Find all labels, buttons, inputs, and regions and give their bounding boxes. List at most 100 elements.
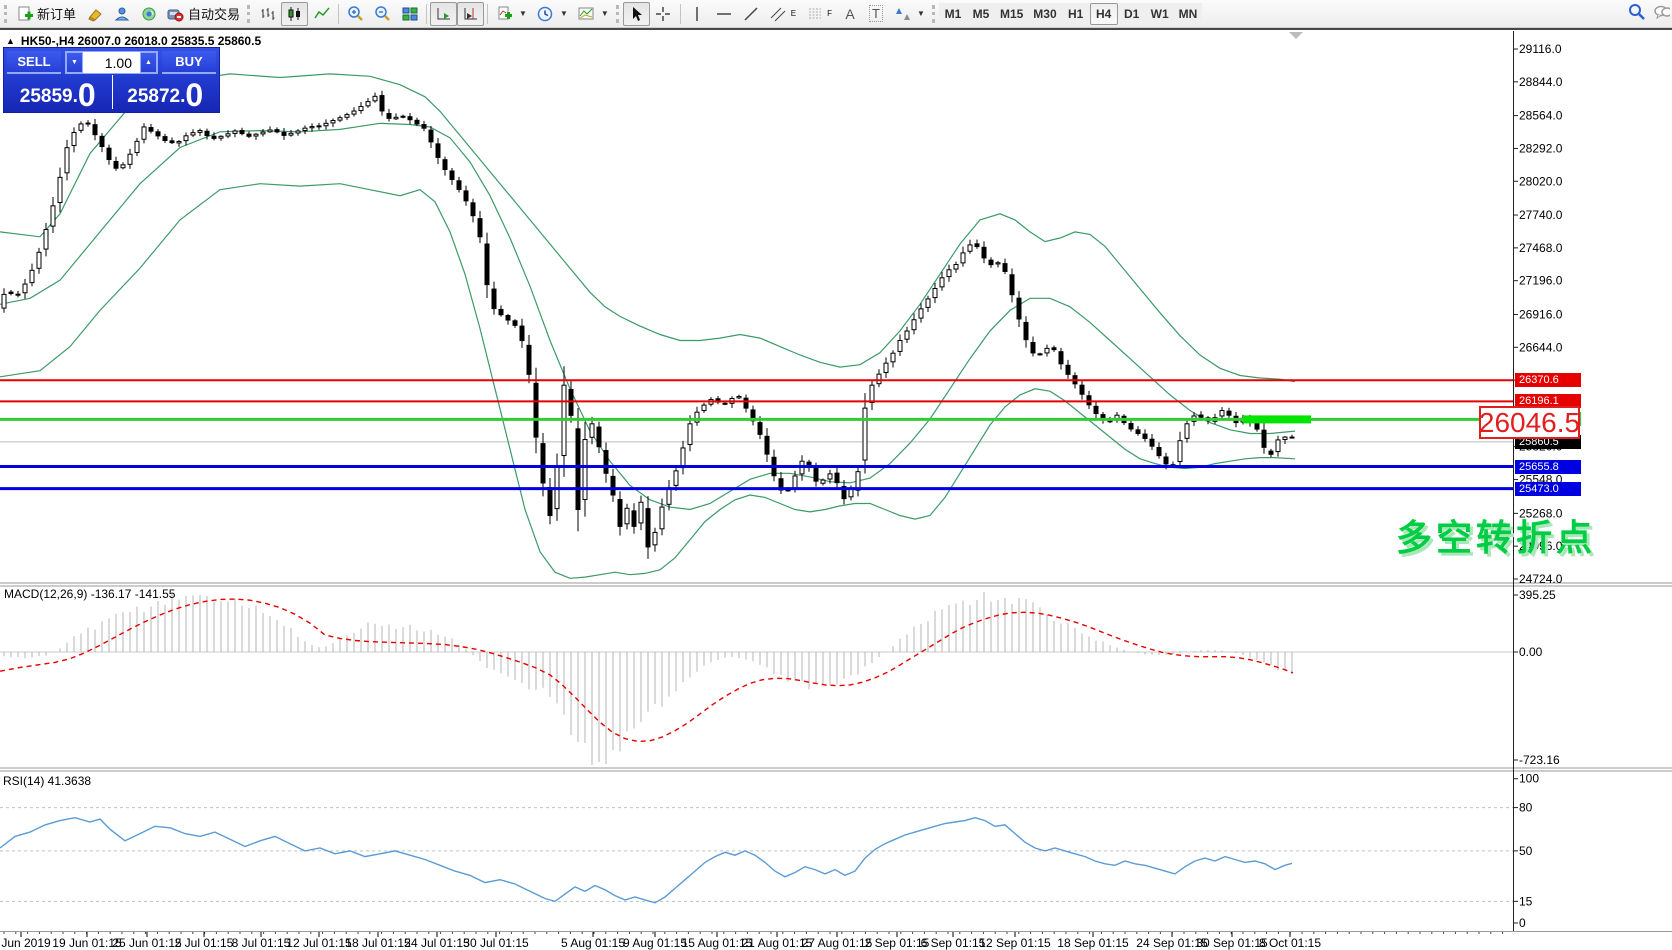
period-D1-button[interactable]: D1 bbox=[1117, 2, 1146, 25]
date-label: 8 Jul 01:15 bbox=[232, 936, 291, 950]
styler-button[interactable] bbox=[81, 2, 108, 26]
date-label: 5 Aug 01:15 bbox=[561, 936, 625, 950]
period-H4-button[interactable]: H4 bbox=[1089, 2, 1118, 25]
vertical-line-tool-button[interactable] bbox=[684, 2, 711, 26]
dropdown-arrow-icon: ▼ bbox=[519, 9, 527, 18]
timeframe-bar: M1 M5 M15 M30 H1 H4 D1 W1 MN bbox=[938, 2, 1203, 25]
arrows-icon bbox=[894, 5, 911, 22]
toolbar-grip bbox=[4, 4, 7, 23]
crosshair-tool-button[interactable] bbox=[650, 2, 677, 26]
volume-field[interactable]: 1.00 bbox=[83, 52, 140, 73]
date-label: 19 Jun 01:15 bbox=[52, 936, 122, 950]
expert-advisors-button[interactable] bbox=[108, 2, 135, 26]
rsi-pane[interactable] bbox=[0, 807, 1513, 904]
toolbar: 新订单 自动交易 bbox=[0, 0, 1672, 28]
clock-icon bbox=[537, 5, 554, 22]
bar-chart-button[interactable] bbox=[254, 2, 281, 26]
equidistant-channel-tool-button[interactable]: E bbox=[765, 2, 801, 26]
bar-chart-icon bbox=[259, 5, 276, 22]
horizontal-line-tool-button[interactable] bbox=[711, 2, 738, 26]
toolbar-grip bbox=[931, 4, 935, 23]
period-M15-button[interactable]: M15 bbox=[994, 2, 1029, 25]
sell-button[interactable]: SELL bbox=[7, 51, 61, 74]
buy-button[interactable]: BUY bbox=[162, 51, 216, 74]
sell-price[interactable]: 25859. 0 bbox=[4, 74, 112, 111]
fibonacci-tool-button[interactable]: F bbox=[801, 2, 837, 26]
band-lower-line bbox=[0, 183, 1296, 579]
fibo-tool-label: F bbox=[827, 9, 833, 18]
volume-up-button[interactable]: ▲ bbox=[140, 52, 157, 73]
new-order-label: 新订单 bbox=[37, 7, 77, 22]
rsi-axis-label: 50 bbox=[1519, 844, 1533, 858]
toolbar-separator bbox=[338, 3, 340, 24]
zoom-in-icon bbox=[347, 5, 364, 22]
zoom-in-button[interactable] bbox=[342, 2, 369, 26]
autoscroll-button[interactable] bbox=[430, 1, 458, 26]
period-M5-button[interactable]: M5 bbox=[966, 2, 995, 25]
price-tick-label: 26644.0 bbox=[1519, 340, 1563, 354]
chart-canvas[interactable]: 29116.0 28844.0 28564.0 28292.0 28020.0 27740… bbox=[0, 30, 1672, 950]
line-chart-button[interactable] bbox=[308, 2, 335, 26]
chart-template-icon bbox=[578, 5, 595, 22]
date-label: 30 Jul 01:15 bbox=[463, 936, 529, 950]
price-tick-label: 28292.0 bbox=[1519, 141, 1563, 155]
price-tick-label: 28020.0 bbox=[1519, 174, 1563, 188]
candlestick-chart-icon bbox=[286, 5, 303, 22]
volume-down-button[interactable]: ▼ bbox=[66, 52, 83, 73]
chart-shift-button[interactable] bbox=[457, 1, 485, 26]
buy-price[interactable]: 25872. 0 bbox=[112, 74, 220, 111]
macd-axis-label: -723.16 bbox=[1519, 753, 1560, 767]
price-tick-label: 24724.0 bbox=[1519, 572, 1563, 586]
price-tick-label: 26916.0 bbox=[1519, 307, 1563, 321]
rsi-axis-label: 100 bbox=[1519, 772, 1539, 786]
zoom-out-icon bbox=[374, 5, 391, 22]
chat-icon[interactable] bbox=[1653, 3, 1670, 20]
indicators-button[interactable]: ▼ bbox=[491, 2, 532, 26]
tile-windows-button[interactable] bbox=[396, 2, 423, 26]
turning-point-annotation[interactable]: 多空转折点 bbox=[1396, 517, 1597, 558]
price-tag-25655.8[interactable]: 25655.8 bbox=[1515, 459, 1581, 474]
ohlc-text: HK50-,H4 26007.0 26018.0 25835.5 25860.5 bbox=[20, 34, 262, 48]
period-W1-button[interactable]: W1 bbox=[1145, 2, 1174, 25]
date-label: 2 Sep 01:15 bbox=[865, 936, 930, 950]
price-tag-26370.6[interactable]: 26370.6 bbox=[1515, 373, 1581, 388]
price-alert-label[interactable]: 26046.5 bbox=[1478, 406, 1581, 439]
price-tag-25473[interactable]: 25473.0 bbox=[1515, 481, 1581, 496]
periods-dropdown-button[interactable]: ▼ bbox=[532, 2, 573, 26]
period-MN-button[interactable]: MN bbox=[1173, 2, 1203, 25]
price-tick-label: 27468.0 bbox=[1519, 241, 1563, 255]
text-label-tool-button[interactable]: T bbox=[863, 2, 889, 26]
signals-button[interactable] bbox=[135, 2, 162, 26]
sell-price-main: 25859. bbox=[19, 86, 78, 107]
arrows-tool-button[interactable]: ▼ bbox=[889, 2, 930, 26]
trendline-icon bbox=[743, 5, 760, 22]
search-icon[interactable] bbox=[1628, 3, 1645, 20]
new-order-button[interactable]: 新订单 bbox=[11, 2, 81, 26]
zoom-out-button[interactable] bbox=[369, 2, 396, 26]
main-pane[interactable] bbox=[0, 73, 1513, 579]
collapse-arrow-icon[interactable]: ▲ bbox=[6, 36, 15, 46]
autotrading-button[interactable]: 自动交易 bbox=[162, 2, 245, 26]
text-tool-button[interactable]: A bbox=[837, 2, 863, 26]
period-H1-button[interactable]: H1 bbox=[1061, 2, 1090, 25]
trendline-tool-button[interactable] bbox=[738, 2, 765, 26]
buy-price-main: 25872. bbox=[127, 86, 186, 107]
autotrading-icon bbox=[167, 5, 184, 22]
dropdown-arrow-icon: ▼ bbox=[917, 9, 925, 18]
new-order-icon bbox=[16, 5, 33, 22]
chart-area[interactable]: 29116.0 28844.0 28564.0 28292.0 28020.0 27740… bbox=[0, 28, 1672, 950]
date-label: 3 Jun 2019 bbox=[0, 936, 51, 950]
templates-button[interactable]: ▼ bbox=[573, 2, 614, 26]
period-M1-button[interactable]: M1 bbox=[938, 2, 967, 25]
rsi-axis-label: 80 bbox=[1519, 801, 1533, 815]
price-tick-label: 28844.0 bbox=[1519, 75, 1563, 89]
candlestick-chart-button[interactable] bbox=[281, 1, 309, 26]
toolbar-separator bbox=[487, 3, 489, 24]
date-label: 15 Aug 01:15 bbox=[682, 936, 753, 950]
macd-pane[interactable] bbox=[0, 591, 1513, 766]
price-tag-26196.1[interactable]: 26196.1 bbox=[1515, 394, 1581, 409]
period-M30-button[interactable]: M30 bbox=[1028, 2, 1062, 25]
highlight-segment[interactable] bbox=[1243, 415, 1311, 424]
cursor-tool-button[interactable] bbox=[622, 1, 650, 26]
date-label: 30 Sep 01:15 bbox=[1196, 936, 1268, 950]
